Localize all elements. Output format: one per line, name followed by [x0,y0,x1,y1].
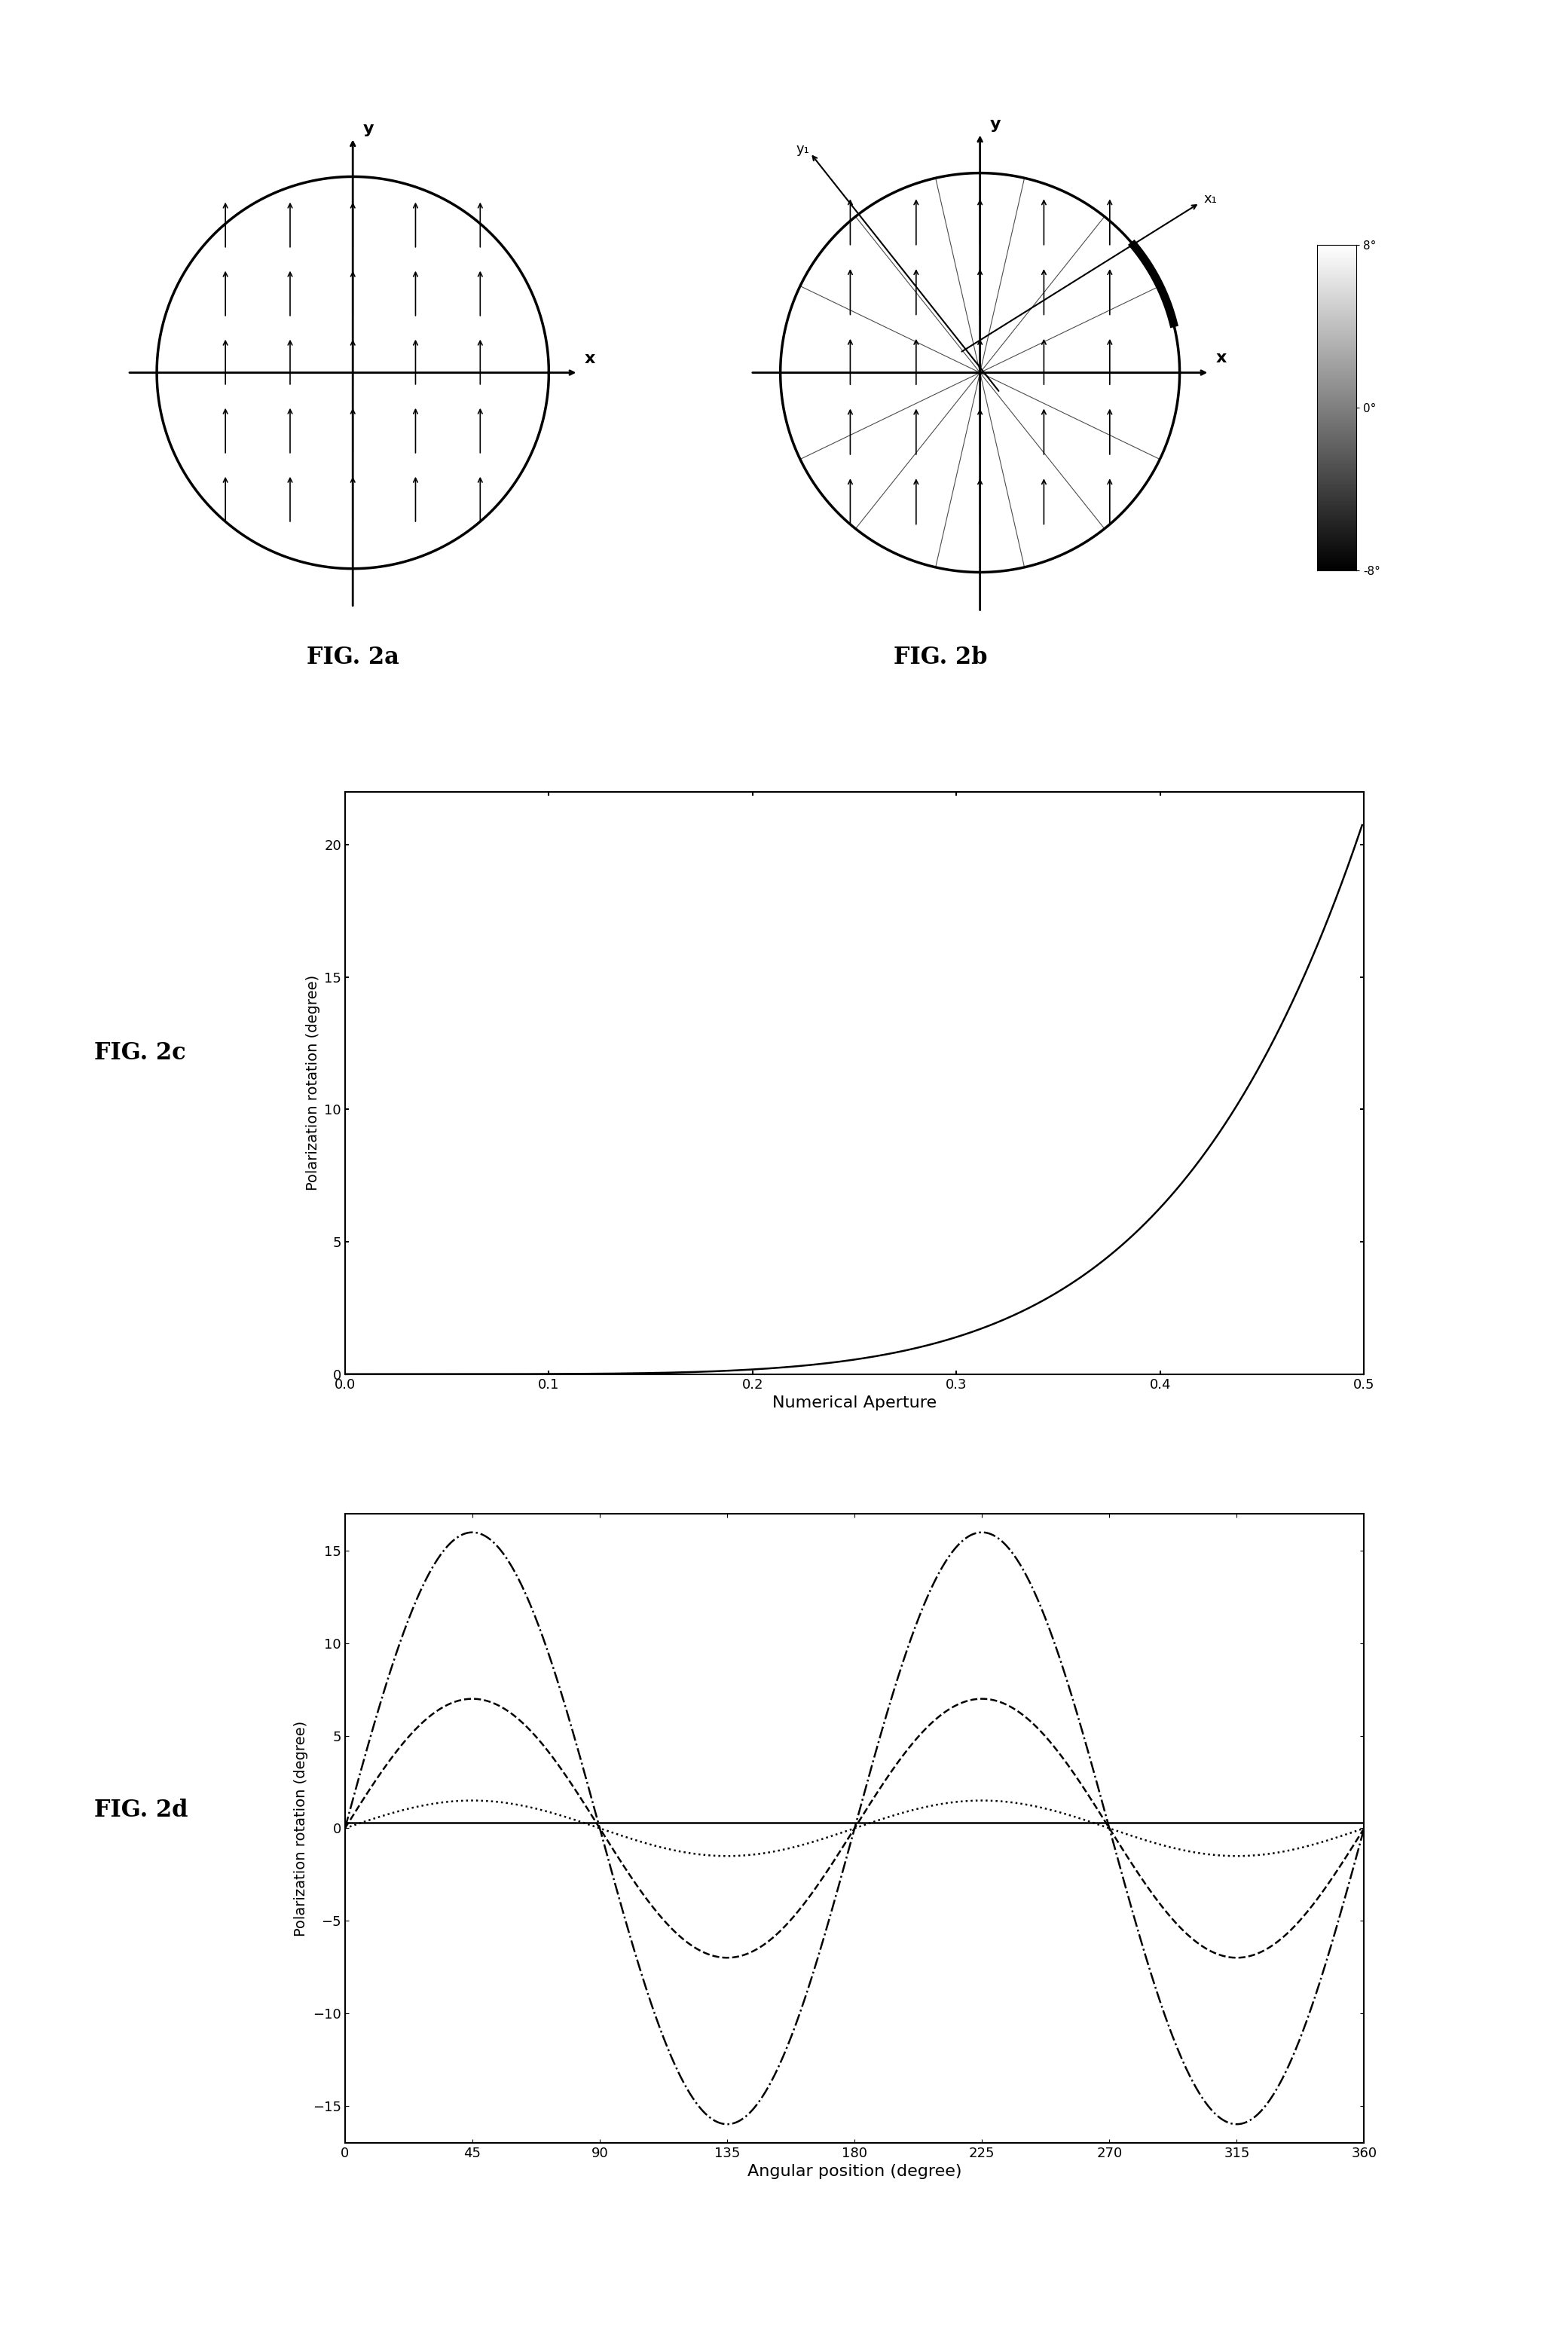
Text: x: x [1215,352,1226,366]
X-axis label: Angular position (degree): Angular position (degree) [748,2164,961,2180]
Text: y₁: y₁ [797,142,809,156]
Text: FIG. 2d: FIG. 2d [94,1798,188,1821]
Text: y: y [989,116,1000,133]
Text: FIG. 2c: FIG. 2c [94,1041,187,1064]
Text: FIG. 2b: FIG. 2b [894,645,988,668]
Text: x₁: x₁ [1204,193,1217,205]
Y-axis label: Polarization rotation (degree): Polarization rotation (degree) [295,1721,309,1935]
Text: y: y [362,121,373,137]
Text: FIG. 2a: FIG. 2a [306,645,400,668]
Text: x: x [583,352,594,366]
Y-axis label: Polarization rotation (degree): Polarization rotation (degree) [306,976,320,1190]
X-axis label: Numerical Aperture: Numerical Aperture [773,1395,936,1411]
